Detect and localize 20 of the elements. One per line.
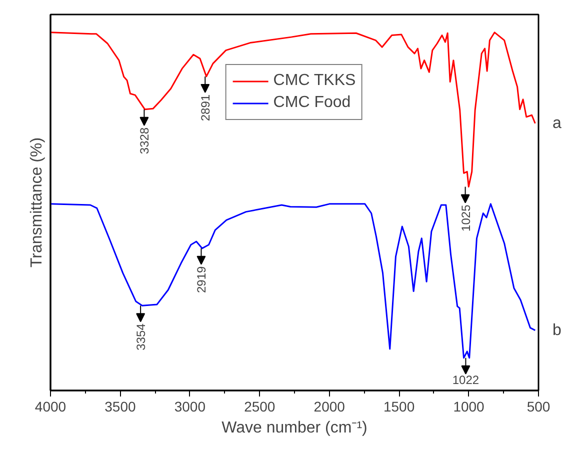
x-tick-label: 1000 [453, 398, 485, 414]
annotation: 2919 [194, 266, 209, 294]
annotation: 2891 [198, 94, 213, 122]
x-tick-label: 1500 [384, 398, 415, 414]
legend-label: CMC Food [273, 94, 351, 112]
x-tick-label: 500 [526, 398, 550, 414]
x-tick-label: 2500 [244, 398, 276, 414]
x-tick-label: 2000 [314, 398, 346, 414]
x-axis-title: Wave number (cm⁻¹) [222, 420, 368, 436]
x-tick-label: 3000 [174, 398, 206, 414]
legend-label: CMC TKKS [273, 72, 356, 90]
annotation: 1025 [458, 204, 473, 232]
y-axis-title: Transmittance (%) [28, 137, 46, 268]
annotation: 3354 [134, 323, 148, 350]
annotation: b [552, 322, 562, 339]
annotation: 1022 [452, 372, 480, 387]
x-tick-label: 3500 [104, 398, 136, 414]
x-tick-label: 4000 [34, 398, 66, 414]
annotation: 3328 [138, 127, 152, 154]
annotation: a [552, 114, 562, 132]
